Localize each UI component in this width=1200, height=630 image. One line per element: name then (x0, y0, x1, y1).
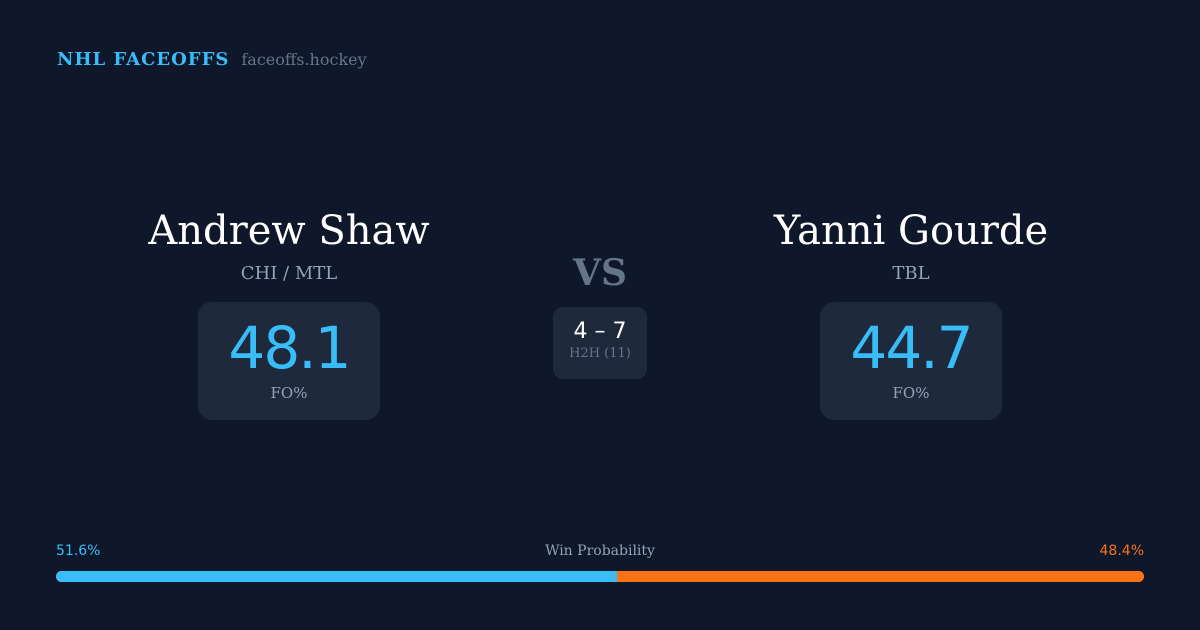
player-b-fo-pct: 44.7 (850, 314, 973, 382)
brand-header: NHL FACEOFFS faceoffs.hockey (57, 49, 367, 70)
h2h-score: 4 – 7 (573, 319, 627, 344)
h2h-label: H2H (11) (569, 346, 631, 361)
brand-name: NHL FACEOFFS (57, 49, 230, 70)
player-b: Yanni Gourde TBL 44.7 FO% (711, 205, 1111, 420)
player-b-team: TBL (892, 263, 930, 284)
player-a: Andrew Shaw CHI / MTL 48.1 FO% (89, 205, 489, 420)
vs-label: VS (573, 252, 627, 294)
player-a-fo-label: FO% (270, 384, 308, 402)
win-probability-bar-a (56, 571, 618, 582)
h2h-card: 4 – 7 H2H (11) (553, 307, 647, 379)
win-probability-bar (56, 571, 1144, 582)
win-probability-a: 51.6% (56, 543, 101, 559)
win-probability-b: 48.4% (1099, 543, 1144, 559)
player-a-name: Andrew Shaw (148, 208, 430, 254)
player-a-fo-pct: 48.1 (228, 314, 351, 382)
player-a-team: CHI / MTL (240, 263, 338, 284)
brand-site: faceoffs.hockey (241, 50, 367, 69)
player-b-name: Yanni Gourde (773, 208, 1049, 254)
win-probability-title: Win Probability (545, 543, 655, 559)
player-b-fo-card: 44.7 FO% (820, 302, 1002, 420)
player-b-fo-label: FO% (892, 384, 930, 402)
player-a-fo-card: 48.1 FO% (198, 302, 380, 420)
win-probability-bar-b (617, 571, 1144, 582)
